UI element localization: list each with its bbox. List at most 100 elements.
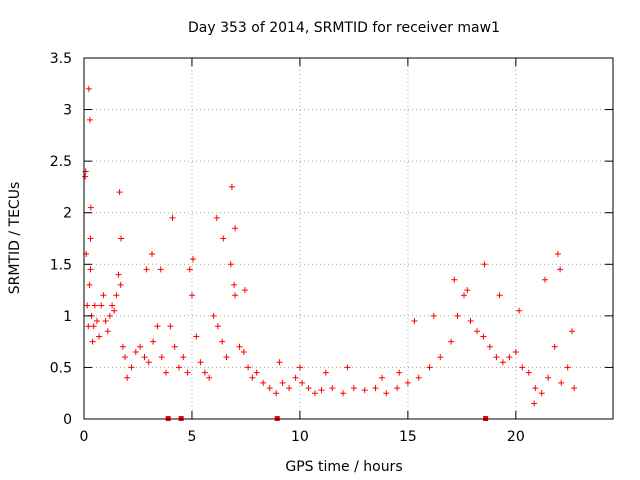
data-point [551,343,558,350]
x-tick-label: 0 [80,429,89,445]
data-point [213,214,220,221]
data-point [461,292,467,299]
data-point [344,364,351,371]
data-point [232,225,239,232]
data-point [86,281,93,288]
data-point [231,281,238,288]
data-point [100,292,107,299]
data-point [266,385,273,392]
data-point [184,369,191,376]
data-point [296,364,303,371]
data-point [525,369,532,376]
data-point [467,318,474,324]
data-point [214,323,221,330]
data-point [496,292,503,299]
data-point [190,256,196,263]
data-point [206,374,213,381]
data-point [90,323,97,330]
data-point [137,343,144,350]
data-point [532,385,539,392]
data-point [396,369,403,376]
data-point [232,292,239,299]
data-point [193,333,200,340]
data-point [91,302,98,309]
data-point [451,276,458,283]
data-point [499,359,506,366]
data-point [404,379,411,386]
data-point [430,312,437,319]
data-point [122,354,128,361]
data-point [210,312,217,319]
data-point [569,328,575,335]
data-point [571,385,578,392]
y-tick-label: 3 [63,103,72,119]
data-point [154,323,161,330]
data-point [506,354,513,361]
data-point [481,261,488,268]
data-point [519,364,526,371]
data-point [493,354,500,361]
data-point [143,266,150,273]
data-point [87,204,94,211]
y-tick-label: 0 [63,412,72,428]
data-point [219,338,226,345]
data-point [512,349,519,355]
data-point [118,235,125,242]
data-point [516,307,523,314]
data-point [538,390,545,397]
data-point [149,251,155,257]
data-point [437,354,444,361]
data-point [245,364,252,371]
data-point [558,379,565,386]
data-point [454,312,461,319]
data-points [82,85,578,407]
data-point [240,349,247,355]
data-point [318,387,325,394]
data-point [186,266,193,273]
data-point [394,385,401,392]
data-point [104,328,111,335]
y-tick-label: 3.5 [50,51,72,67]
y-tick-label: 2.5 [50,154,72,170]
data-point [299,379,306,386]
data-point [87,116,93,123]
data-point [292,374,299,381]
data-point [329,385,336,392]
data-point [128,364,135,371]
data-point [340,390,347,397]
chart-title: Day 353 of 2014, SRMTID for receiver maw… [188,20,500,36]
data-point [383,390,390,397]
data-point [228,183,235,190]
data-point [236,343,243,350]
data-point [113,292,120,299]
data-point [117,281,124,288]
data-point [150,338,157,345]
data-point [89,338,96,345]
data-point [124,374,131,381]
data-point [312,390,318,397]
data-point [253,369,260,376]
x-axis-label: GPS time / hours [285,459,402,475]
data-point [276,359,283,366]
data-point [180,354,187,361]
data-point [157,266,164,273]
plot-frame [83,57,614,420]
x-tick-label: 5 [187,429,196,445]
data-point [241,287,248,294]
data-point [554,251,561,257]
data-point [249,374,256,381]
data-point [372,385,379,392]
data-point [220,235,227,242]
data-point [119,343,126,350]
y-tick-label: 2 [63,206,72,222]
data-point [464,287,471,294]
data-point [361,387,368,394]
data-point [96,333,103,340]
data-point [102,318,109,324]
data-point [115,271,122,278]
data-point [85,85,92,92]
data-point [158,354,165,361]
